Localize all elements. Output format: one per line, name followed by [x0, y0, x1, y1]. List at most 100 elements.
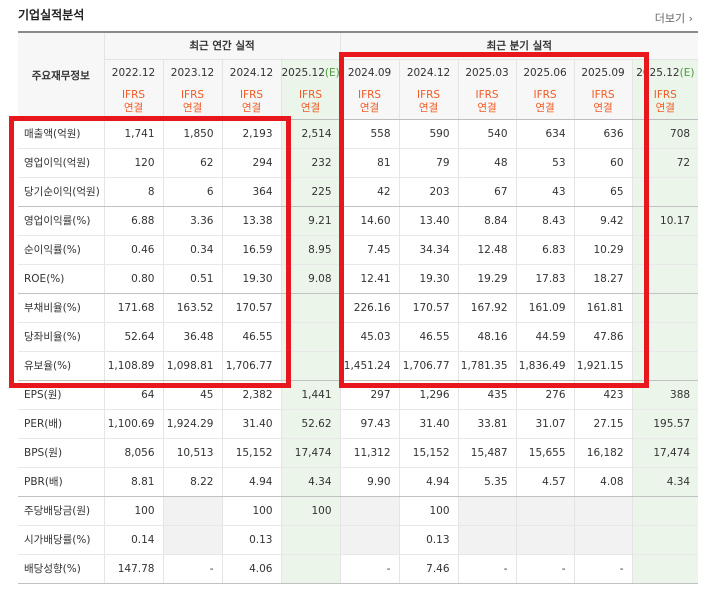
table-row: 배당성향(%) 147.78-4.06-7.46- - -: [18, 554, 699, 584]
period-header: 2025.06: [516, 59, 575, 86]
table-cell: 48: [458, 148, 517, 178]
table-cell: 8.84: [458, 206, 517, 236]
table-cell: 12.48: [458, 235, 517, 265]
more-link[interactable]: 더보기 ›: [655, 10, 693, 26]
table-cell: 4.57: [516, 467, 575, 497]
table-cell: [340, 525, 400, 555]
table-cell: 8.95: [281, 235, 341, 265]
table-cell: -: [163, 554, 223, 584]
table-cell: 100: [281, 496, 341, 526]
table-cell: 1,781.35: [458, 351, 517, 381]
table-cell: [163, 525, 223, 555]
table-cell: 31.40: [222, 409, 282, 439]
table-cell: 36.48: [163, 322, 223, 352]
table-row: 매출액(억원) 1,741 1,850 2,193 2,514 558 590 540 634 6…: [18, 119, 699, 149]
table-cell: 7.45: [340, 235, 400, 265]
table-row: PER(배) 1,100.69 1,924.29 31.40 52.62 97.43 31.…: [18, 409, 699, 439]
table-cell: 15,152: [399, 438, 459, 468]
table-cell: -: [574, 554, 633, 584]
table-cell: 634: [516, 119, 575, 149]
table-cell: 1,098.81: [163, 351, 223, 381]
table-cell: [516, 496, 575, 526]
row-label: 순이익률(%): [18, 235, 105, 265]
table-cell: 1,451.24: [340, 351, 400, 381]
table-cell: 9.08: [281, 264, 341, 294]
table-row: 부채비율(%) 171.68 163.52 170.57 226.16 170.57 167…: [18, 293, 699, 323]
table-cell: 4.34: [281, 467, 341, 497]
table-cell: 33.81: [458, 409, 517, 439]
period-header: 2025.03: [458, 59, 517, 86]
ifrs-basis-header: IFRS 연결: [632, 86, 699, 120]
table-cell: 4.08: [574, 467, 633, 497]
table-row: PBR(배) 8.81 8.22 4.94 4.34 9.90 4.94 5.35 4.57 4.…: [18, 467, 699, 497]
table-cell: 9.42: [574, 206, 633, 236]
ifrs-basis-header: IFRS 연결: [104, 86, 164, 120]
table-cell: 276: [516, 380, 575, 410]
table-cell: 79: [399, 148, 459, 178]
chevron-right-icon: ›: [688, 12, 693, 25]
row-label: 유보율(%): [18, 351, 105, 381]
table-cell: 17.83: [516, 264, 575, 294]
table-cell: 10,513: [163, 438, 223, 468]
table-cell: 31.40: [399, 409, 459, 439]
ifrs-basis-header: IFRS 연결: [399, 86, 459, 120]
row-label: 시가배당률(%): [18, 525, 105, 555]
table-cell: 163.52: [163, 293, 223, 323]
table-cell: [632, 264, 699, 294]
table-cell: 4.34: [632, 467, 699, 497]
table-cell: 19.29: [458, 264, 517, 294]
period-header: 2025.12(E): [281, 59, 341, 86]
table-cell: 6.88: [104, 206, 164, 236]
table-cell: [632, 322, 699, 352]
table-cell: 636: [574, 119, 633, 149]
table-cell: 62: [163, 148, 223, 178]
table-row: 시가배당률(%) 0.14 0.13 0.13: [18, 525, 699, 555]
table-cell: [281, 293, 341, 323]
table-cell: 0.14: [104, 525, 164, 555]
table-cell: 0.13: [222, 525, 282, 555]
ifrs-basis-header: IFRS 연결: [222, 86, 282, 120]
table-cell: 97.43: [340, 409, 400, 439]
table-cell: 9.21: [281, 206, 341, 236]
label-column-header: 주요재무정보: [18, 31, 105, 120]
table-cell: 1,296: [399, 380, 459, 410]
table-cell: [458, 525, 517, 555]
table-cell: 18.27: [574, 264, 633, 294]
table-cell: 19.30: [399, 264, 459, 294]
row-label: BPS(원): [18, 438, 105, 468]
section-header: 기업실적분석 더보기 ›: [0, 0, 703, 30]
table-cell: 3.36: [163, 206, 223, 236]
table-cell: 31.07: [516, 409, 575, 439]
table-cell: 1,850: [163, 119, 223, 149]
annual-header: 최근 연간 실적: [104, 31, 341, 60]
table-row: 당기순이익(억원) 8 6 364 225 42 203 67 43 65: [18, 177, 699, 207]
table-cell: 100: [399, 496, 459, 526]
table-cell: 1,100.69: [104, 409, 164, 439]
table-cell: 1,924.29: [163, 409, 223, 439]
table-cell: 15,655: [516, 438, 575, 468]
ifrs-basis-header: IFRS 연결: [163, 86, 223, 120]
period-header: 2025.09: [574, 59, 633, 86]
table-cell: 6: [163, 177, 223, 207]
table-cell: 1,441: [281, 380, 341, 410]
table-cell: 10.17: [632, 206, 699, 236]
row-label: 영업이익(억원): [18, 148, 105, 178]
row-label: 매출액(억원): [18, 119, 105, 149]
table-row: EPS(원) 64 45 2,382 1,441 297 1,296 435 276 423 388: [18, 380, 699, 410]
table-cell: 52.62: [281, 409, 341, 439]
table-cell: [458, 496, 517, 526]
table-cell: 147.78: [104, 554, 164, 584]
table-cell: 2,193: [222, 119, 282, 149]
ifrs-basis-header: IFRS 연결: [281, 86, 341, 120]
table-cell: 1,741: [104, 119, 164, 149]
table-cell: 17,474: [281, 438, 341, 468]
table-row: 순이익률(%) 0.46 0.34 16.59 8.95 7.45 34.34 12.48 6.…: [18, 235, 699, 265]
table-cell: 4.94: [222, 467, 282, 497]
ifrs-basis-header: IFRS 연결: [516, 86, 575, 120]
row-label: 영업이익률(%): [18, 206, 105, 236]
table-cell: [632, 293, 699, 323]
row-label: ROE(%): [18, 264, 105, 294]
table-cell: 708: [632, 119, 699, 149]
table-cell: 8.81: [104, 467, 164, 497]
table-cell: -: [458, 554, 517, 584]
